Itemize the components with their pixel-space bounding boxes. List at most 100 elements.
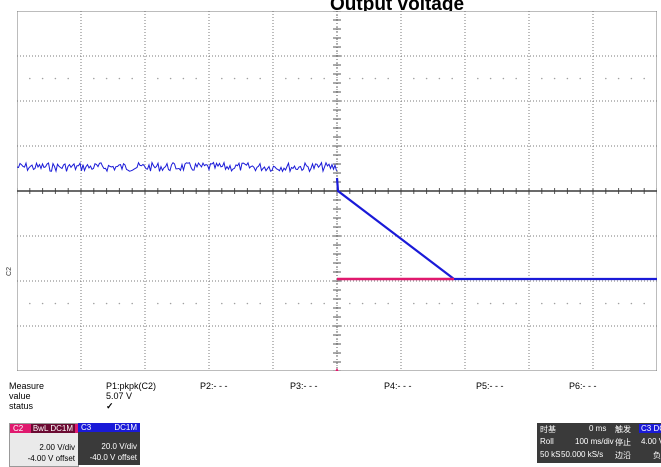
grid-dot: [541, 302, 543, 305]
grid-dot: [285, 302, 287, 305]
grid-dot: [502, 77, 505, 80]
grid-dot: [29, 302, 31, 305]
grid-dot: [477, 77, 479, 80]
grid-dot: [643, 77, 645, 80]
grid-dot: [233, 302, 236, 305]
trigger-label: 触发: [615, 425, 631, 434]
grid-dot: [387, 77, 390, 80]
channel-c2-offset: -4.00 V offset: [27, 454, 75, 463]
center-axis-ticks: [17, 11, 657, 371]
grid-dot: [105, 77, 108, 80]
grid-dot: [630, 77, 633, 80]
grid-dot: [41, 302, 44, 305]
grid-dot: [413, 77, 415, 80]
grid-dot: [489, 77, 492, 80]
timebase-label: 时基: [540, 425, 556, 434]
grid-dot: [310, 77, 313, 80]
grid-dot: [605, 77, 607, 80]
value-label: value: [9, 391, 31, 401]
grid-dot: [105, 302, 108, 305]
trigger-marker[interactable]: [333, 368, 341, 371]
grid-dot: [361, 302, 364, 305]
grid-dot: [374, 77, 377, 80]
grid-dot: [451, 302, 454, 305]
channel-c3-vdiv: 20.0 V/div: [101, 442, 137, 451]
grid-dot: [118, 77, 121, 80]
grid-dot: [643, 302, 645, 305]
timebase-samples: 50 kS: [540, 450, 561, 459]
grid-dot: [425, 77, 428, 80]
grid-dot: [233, 77, 236, 80]
measure-column-p6[interactable]: P6:- - -: [569, 381, 597, 391]
channel-c3-offset: -40.0 V offset: [89, 453, 137, 462]
grid-dot: [374, 302, 377, 305]
grid-dot: [157, 302, 159, 305]
channel-c3-header: C3 DC1M: [78, 423, 140, 432]
trigger-stop: 停止: [615, 438, 631, 447]
grid-dot: [630, 302, 633, 305]
scope-grid: [17, 11, 657, 371]
grid-dot: [285, 77, 287, 80]
grid-dot: [438, 77, 441, 80]
timebase-box[interactable]: 时基 0 ms Roll 100 ms/div 50 kS 50.000 kS/…: [537, 423, 661, 463]
grid-dot: [67, 77, 69, 80]
measure-column-p2[interactable]: P2:- - -: [200, 381, 228, 391]
grid-dots: [29, 77, 645, 305]
trigger-level: 4.00 V: [641, 437, 661, 446]
grid-dot: [361, 77, 364, 80]
grid-dot: [259, 302, 261, 305]
grid-dot: [451, 77, 454, 80]
grid-dot: [349, 302, 351, 305]
grid-dot: [425, 302, 428, 305]
grid-dot: [131, 302, 133, 305]
grid-dot: [566, 302, 569, 305]
grid-dot: [515, 302, 517, 305]
grid-dot: [323, 77, 326, 80]
measure-label: Measure: [9, 381, 45, 391]
grid-dot: [297, 302, 300, 305]
trace-c3-noise: [17, 160, 337, 174]
measure-panel: Measure value status P1:pkpk(C2) P2:- - …: [0, 381, 661, 467]
channel-c2-vdiv: 2.00 V/div: [39, 443, 75, 452]
grid-dot: [54, 302, 57, 305]
grid-dot: [246, 302, 249, 305]
grid-dot: [541, 77, 543, 80]
grid-dot: [195, 77, 197, 80]
channel-c2-box[interactable]: C2 BwL DC1M 2.00 V/div -4.00 V offset: [9, 423, 79, 467]
trigger-edge: 边沿: [615, 451, 631, 460]
grid-dot: [195, 302, 197, 305]
measure-column-p4[interactable]: P4:- - -: [384, 381, 412, 391]
grid-dot: [605, 302, 607, 305]
grid-dot: [413, 302, 415, 305]
grid-dot: [387, 302, 390, 305]
channel-c3-tag: C3: [81, 423, 92, 432]
grid-dot: [489, 302, 492, 305]
timebase-tdiv: 100 ms/div: [575, 437, 614, 446]
grid-dot: [221, 302, 223, 305]
grid-dot: [438, 302, 441, 305]
measure-column-p5[interactable]: P5:- - -: [476, 381, 504, 391]
grid-dot: [246, 77, 249, 80]
measure-column-p1[interactable]: P1:pkpk(C2): [106, 381, 157, 391]
trace-c3: [335, 177, 657, 281]
timebase-rate: 50.000 kS/s: [561, 450, 604, 459]
channel-c2-header: C2 BwL DC1M: [10, 424, 78, 433]
grid-dot: [515, 77, 517, 80]
grid-dot: [67, 302, 69, 305]
grid-dot: [566, 77, 569, 80]
channel-c2-marker[interactable]: C2: [5, 267, 13, 276]
grid-dot: [157, 77, 159, 80]
channel-c2-tag: C2: [13, 424, 24, 433]
grid-dot: [182, 77, 185, 80]
channel-c3-mode: DC1M: [114, 423, 137, 432]
grid-dot: [553, 77, 556, 80]
trigger-tag: C3 DC: [639, 424, 661, 433]
channel-c3-box[interactable]: C3 DC1M 20.0 V/div -40.0 V offset: [78, 423, 140, 465]
grid-dot: [118, 302, 121, 305]
grid-dot: [502, 302, 505, 305]
channel-c2-mode: BwL DC1M: [30, 424, 75, 433]
grid-dot: [182, 302, 185, 305]
grid-dot: [579, 302, 581, 305]
measure-column-p3[interactable]: P3:- - -: [290, 381, 318, 391]
timebase-delay: 0 ms: [589, 424, 607, 433]
